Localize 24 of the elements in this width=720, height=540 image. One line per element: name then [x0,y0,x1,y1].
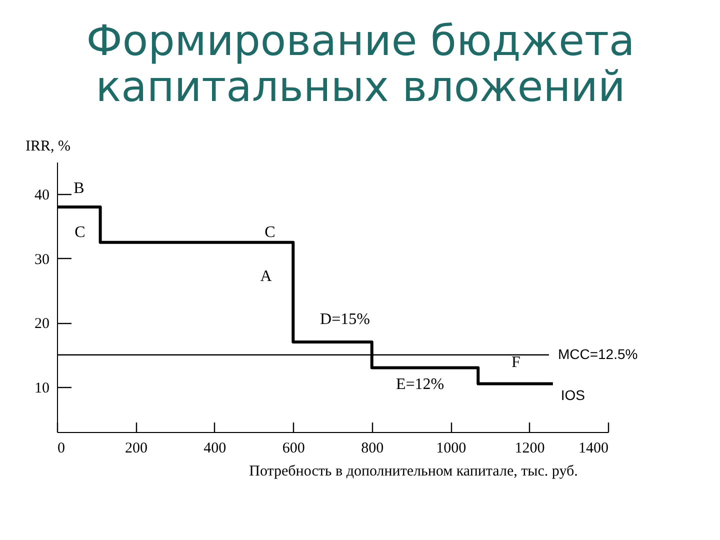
x-tick-label: 400 [204,440,226,456]
x-tick-label: 1200 [514,440,545,456]
series-label: MCC=12.5% [558,346,638,362]
chart-title: Формирование бюджета капитальных вложений [86,16,635,111]
annotation: E=12% [396,376,444,393]
y-tick-label: 20 [34,316,50,332]
annotation: A [260,268,272,285]
x-tick-label: 1400 [578,440,608,456]
annotation: B [74,180,84,197]
annotation: F [512,354,521,371]
annotation: C [74,224,86,241]
annotation: C [264,224,276,241]
y-tick-label: 30 [34,252,50,268]
x-tick-label: 0 [58,440,65,456]
x-tick-label: 1000 [436,440,466,456]
x-tick-label: 200 [124,440,148,456]
y-axis-title: IRR, % [26,138,70,154]
x-tick-label: 800 [361,440,384,456]
y-tick-label: 40 [34,188,50,204]
series-label: IOS [560,386,586,403]
annotation: D=15% [320,311,370,328]
x-tick-label: 600 [282,440,305,456]
x-axis-title: Потребность в дополнительном капитале, тыс. руб. [249,464,578,480]
y-tick-label: 10 [34,380,50,396]
